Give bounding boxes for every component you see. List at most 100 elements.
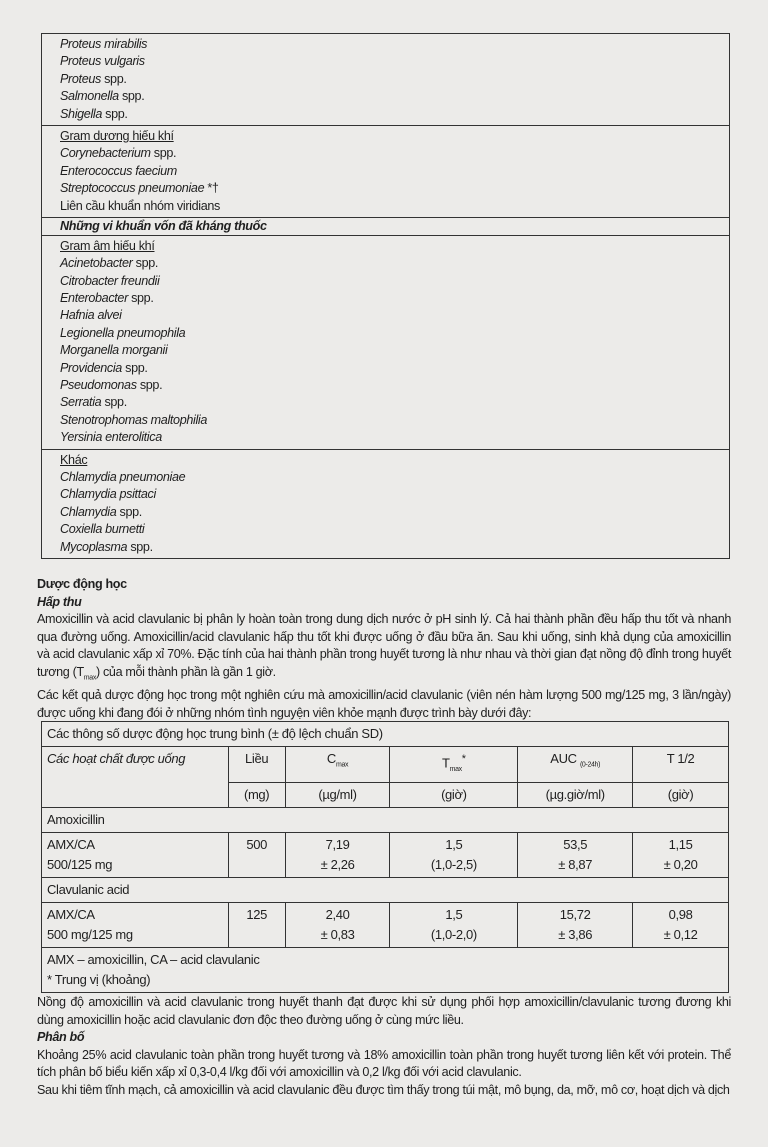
cmax-cell: 7,19 ± 2,26: [284, 831, 391, 878]
species-item: Citrobacter freundii: [60, 273, 729, 290]
group-name: Clavulanic acid: [41, 876, 729, 903]
deviation: ± 8,87: [558, 856, 593, 872]
row-label: AMX/CA 500/125 mg: [41, 831, 229, 878]
species-item: Streptococcus pneumoniae *†: [60, 180, 729, 197]
t12-cell: 1,15 ± 0,20: [632, 831, 729, 878]
species-item: Pseudomonas spp.: [60, 377, 729, 394]
species-name: Acinetobacter: [60, 256, 133, 271]
section-title: Khác: [60, 452, 88, 467]
species-item: Coxiella burnetti: [60, 521, 729, 538]
header-sub: max: [335, 761, 349, 769]
deviation: (1,0-2,5): [430, 856, 477, 872]
species-item: Chlamydia pneumoniae: [60, 469, 729, 486]
deviation: ± 0,12: [663, 926, 698, 942]
deviation: ± 3,86: [558, 926, 593, 942]
label-line: 500/125 mg: [47, 856, 113, 872]
col-header: Cmax: [284, 746, 391, 783]
text-part: Amoxicillin và acid clavulanic bị phân l…: [37, 612, 731, 679]
header-sub: max: [449, 765, 463, 773]
species-name: Corynebacterium: [60, 146, 151, 161]
paragraph: Khoảng 25% acid clavulanic toàn phần tro…: [37, 1047, 731, 1080]
species-name: Chlamydia: [60, 504, 117, 519]
auc-cell: 15,72 ± 3,86: [517, 901, 634, 948]
species-name: Coxiella burnetti: [60, 522, 145, 537]
species-item: Serratia spp.: [60, 394, 729, 411]
species-suffix: spp.: [116, 504, 143, 519]
value: 7,19: [325, 836, 350, 852]
tmax-cell: 1,5 (1,0-2,0): [389, 901, 519, 948]
label-line: AMX/CA: [47, 906, 95, 922]
species-name: Proteus: [60, 71, 101, 86]
section-title: Gram dương hiếu khí: [60, 128, 174, 143]
footnote-median: * Trung vị (khoảng): [47, 971, 151, 987]
label-line: AMX/CA: [47, 836, 95, 852]
header-sup: *: [461, 753, 466, 765]
species-name: Salmonella: [60, 89, 119, 104]
susceptibility-box: Proteus mirabilis Proteus vulgaris Proteus…: [41, 33, 730, 559]
species-name: Serratia: [60, 395, 102, 410]
group-row: Amoxicillin: [41, 806, 729, 833]
section-gram-positive: Gram dương hiếu khí Corynebacterium spp.…: [42, 126, 729, 218]
species-name: Chlamydia psittaci: [60, 487, 156, 502]
value: 1,5: [445, 836, 463, 852]
deviation: (1,0-2,0): [430, 926, 477, 942]
species-name: Providencia: [60, 360, 122, 375]
subheading-distribution: Phân bố: [37, 1030, 85, 1045]
species-item: Chlamydia spp.: [60, 504, 729, 521]
species-item: Stenotrophomas maltophilia: [60, 412, 729, 429]
section-gram-negative: Gram âm hiếu khí Acinetobacter spp. Citro…: [42, 236, 729, 450]
section-title: Gram âm hiếu khí: [60, 238, 155, 253]
col-unit: (mg): [227, 781, 286, 808]
species-item: Legionella pneumophila: [60, 325, 729, 342]
table-row: AMX/CA 500 mg/125 mg 125 2,40 ± 0,83 1,5 (1,0-…: [41, 901, 729, 948]
subheading-absorption: Hấp thu: [37, 594, 82, 609]
value: 15,72: [559, 906, 591, 922]
col-unit: (µg/ml): [284, 781, 391, 808]
species-item: Hafnia alvei: [60, 307, 729, 324]
species-item: Proteus spp.: [60, 71, 729, 88]
subscript: max: [83, 674, 97, 682]
deviation: ± 2,26: [320, 856, 355, 872]
t12-cell: 0,98 ± 0,12: [632, 901, 729, 948]
species-suffix: spp.: [136, 378, 163, 393]
table-row: AMX/CA 500/125 mg 500 7,19 ± 2,26 1,5 (1,0-2,5…: [41, 831, 729, 878]
table-footnote: AMX – amoxicillin, CA – acid clavulanic *…: [41, 946, 729, 993]
tmax-cell: 1,5 (1,0-2,5): [389, 831, 519, 878]
species-name: Stenotrophomas maltophilia: [60, 412, 208, 427]
species-name: Morganella morganii: [60, 343, 168, 358]
resistant-header: Những vi khuẩn vốn đã kháng thuốc: [42, 218, 729, 236]
col-header: T 1/2: [632, 746, 729, 783]
pharmacokinetics-text: Dược động học Hấp thu Amoxicillin và aci…: [37, 576, 731, 722]
group-name: Amoxicillin: [41, 806, 729, 833]
col-unit: (giờ): [389, 781, 519, 808]
paragraph: Nồng độ amoxicillin và acid clavulanic t…: [37, 995, 731, 1027]
section-gram-negative-continued: Proteus mirabilis Proteus vulgaris Proteus…: [42, 34, 729, 126]
species-item: Morganella morganii: [60, 342, 729, 359]
species-item: Proteus mirabilis: [60, 36, 729, 53]
species-item: Yersinia enterolitica: [60, 429, 729, 446]
value: 1,5: [445, 906, 463, 922]
species-item: Providencia spp.: [60, 360, 729, 377]
col-header: Liều: [227, 746, 286, 783]
text-part: ) của mỗi thành phần là gần 1 giờ.: [95, 664, 276, 679]
species-suffix: spp.: [101, 395, 127, 410]
species-item: Proteus vulgaris: [60, 53, 729, 70]
header-main: AUC: [550, 751, 580, 766]
header-main: Liều: [245, 751, 269, 766]
species-suffix: spp.: [132, 256, 159, 271]
species-suffix: spp.: [102, 106, 128, 121]
species-name: Proteus vulgaris: [60, 54, 145, 69]
deviation: ± 0,83: [320, 926, 355, 942]
dose-cell: 500: [227, 831, 286, 878]
species-name: Streptococcus pneumoniae: [60, 181, 205, 196]
value: 0,98: [668, 906, 693, 922]
col-header: AUC (0-24h): [517, 746, 634, 783]
species-suffix: spp.: [121, 360, 148, 375]
species-suffix: spp.: [127, 291, 154, 306]
species-item: Enterobacter spp.: [60, 290, 729, 307]
label-line: 500 mg/125 mg: [47, 926, 133, 942]
species-item: Acinetobacter spp.: [60, 255, 729, 272]
species-item: Salmonella spp.: [60, 88, 729, 105]
header-main: C: [326, 751, 336, 766]
deviation: ± 0,20: [663, 856, 698, 872]
